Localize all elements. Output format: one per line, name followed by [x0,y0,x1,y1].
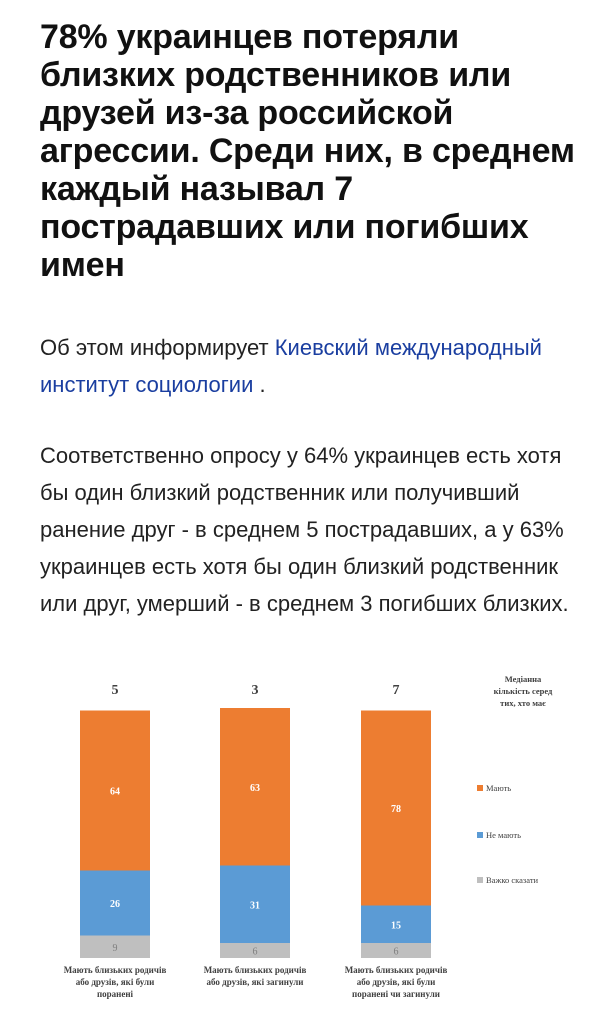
legend-swatch [477,877,483,883]
data-label: 15 [391,920,401,931]
category-label: Мають близьких родичів [64,965,167,975]
kiis-link[interactable]: Киевский международный институт социолог… [40,335,542,397]
data-label: 6 [394,947,399,958]
bar-segment [220,943,290,958]
median-value: 3 [252,683,259,698]
legend-label: Мають [486,783,511,793]
data-label: 31 [250,900,260,911]
bar-segment [80,870,150,936]
chart: 9 26 64 5 Мають близьких родичів або друзів, … [40,668,580,1018]
article-body: Соответственно опросу у 64% украинцев ес… [40,443,569,616]
median-caption: тих, хто має [500,698,546,708]
intro-prefix: Об этом информирует [40,335,275,360]
bar-segment [361,710,431,906]
data-label: 6 [253,947,258,958]
legend-swatch [477,832,483,838]
stacked-bar-chart: 9 26 64 5 Мають близьких родичів або друзів, … [64,674,553,999]
data-label: 78 [391,804,401,815]
intro-suffix: . [253,372,266,397]
bar-segment [361,905,431,943]
data-label: 26 [110,899,120,910]
category-label: або друзів, які загинули [207,977,304,987]
bar-segment [220,708,290,866]
legend-label: Не мають [486,830,521,840]
category-label: Мають близьких родичів [204,965,307,975]
data-label: 9 [113,943,118,954]
median-caption: кількість серед [494,686,553,696]
bar-segment [361,943,431,958]
median-caption: Медіанна [505,674,542,684]
article-headline: 78% украинцев потеряли близких родственн… [40,18,575,284]
category-label: поранені [97,989,134,999]
bar-segment [220,865,290,943]
category-label: поранені чи загинули [352,989,440,999]
legend-swatch [477,785,483,791]
bar-segment [80,935,150,958]
article: 78% украинцев потеряли близких родственн… [40,18,575,622]
median-value: 7 [393,683,400,698]
legend-label: Важко сказати [486,875,539,885]
category-label: Мають близьких родичів [345,965,448,975]
category-label: або друзів, які були [76,977,155,987]
median-value: 5 [112,683,119,698]
bar-segment [80,710,150,871]
category-label: або друзів, які були [357,977,436,987]
data-label: 64 [110,787,120,798]
article-intro: Об этом информирует Киевский международн… [40,329,575,403]
data-label: 63 [250,783,260,794]
